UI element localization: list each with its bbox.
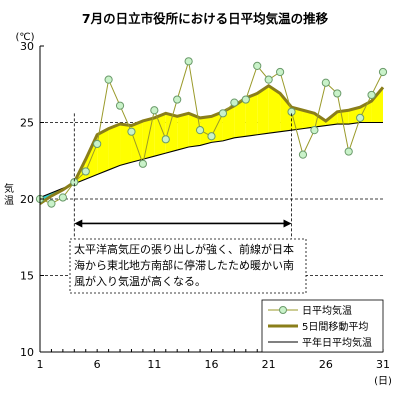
x-tick-label: 6 (94, 358, 101, 371)
warm-anomaly-fill (154, 113, 166, 157)
annotation: 太平洋高気圧の張り出しが強く、前線が日本海から東北地方南部に停滞したため暖かい南… (69, 113, 307, 294)
warm-anomaly-fill (97, 128, 109, 175)
warm-anomaly-fill (108, 124, 121, 170)
daily-point (115, 101, 125, 110)
daily-point (253, 61, 262, 70)
warm-anomaly-fill (371, 87, 383, 123)
warm-anomaly-fill (165, 113, 178, 154)
daily-point (207, 132, 216, 141)
daily-point (344, 147, 353, 156)
warm-anomaly-fill (131, 120, 143, 163)
daily-point (230, 98, 239, 107)
daily-point (367, 90, 376, 100)
annotation-arrowhead-left (74, 219, 83, 228)
daily-point (218, 109, 228, 118)
normal-temperature-series (39, 121, 383, 198)
annotation-text-line: 風が入り気温が高くなる。 (74, 274, 206, 288)
y-tick-label: 15 (20, 270, 34, 283)
chart-title: 7月の日立市役所における日平均気温の推移 (82, 11, 329, 26)
legend-label: 5日間移動平均 (302, 320, 368, 333)
moving-average-series (39, 83, 385, 205)
daily-point (81, 167, 90, 176)
daily-point (138, 159, 147, 168)
warm-anomaly-fill (188, 113, 201, 147)
warm-anomaly-fill (280, 93, 292, 132)
daily-point (276, 67, 285, 77)
annotation-box (69, 238, 307, 294)
daily-temperature-series (35, 57, 388, 208)
daily-point (298, 150, 308, 159)
annotation-text-line: 太平洋高気圧の張り出しが強く、前線が日本 (74, 242, 294, 256)
daily-point (333, 89, 342, 98)
y-axis-label: 気温 (4, 182, 14, 207)
legend-daily-marker (279, 306, 287, 314)
daily-point (93, 139, 102, 149)
moving-average-line (39, 83, 385, 205)
legend-label: 日平均気温 (302, 304, 352, 317)
daily-point (310, 126, 319, 135)
legend-label: 平年日平均気温 (302, 336, 372, 349)
daily-point (127, 127, 136, 136)
y-tick-label: 20 (20, 193, 34, 206)
warm-anomaly-fill (302, 110, 315, 129)
y-unit-label: (℃) (15, 32, 34, 43)
x-tick-label: 21 (262, 358, 276, 371)
daily-point (356, 113, 365, 123)
warm-anomaly-fill (337, 110, 349, 125)
warm-anomaly-fill (234, 98, 246, 138)
x-tick-label: 31 (376, 358, 390, 371)
x-tick-label: 16 (205, 358, 219, 371)
y-axis-label-char: 温 (4, 195, 14, 207)
daily-point (321, 78, 330, 87)
warm-anomaly-fill (257, 85, 269, 135)
daily-point (264, 75, 273, 84)
warm-anomaly-fill (177, 113, 189, 151)
annotation-arrowhead-right (283, 219, 292, 228)
x-unit-label: (日) (374, 376, 392, 387)
warm-anomaly-fill (245, 93, 258, 137)
daily-point (378, 67, 388, 77)
y-axis-label-char: 気 (4, 182, 14, 195)
x-tick-label: 26 (319, 358, 333, 371)
daily-point (58, 193, 67, 202)
daily-point (195, 126, 205, 135)
x-tick-label: 11 (147, 358, 161, 371)
daily-point (150, 106, 159, 115)
daily-point (173, 95, 182, 104)
y-tick-label: 30 (20, 40, 34, 53)
y-tick-label: 10 (20, 346, 34, 359)
daily-point (241, 95, 250, 104)
normal-line (39, 121, 383, 198)
warm-anomaly-fill (268, 85, 281, 134)
daily-point (161, 135, 170, 144)
annotation-text-line: 海から東北地方南部に停滞したため暖かい南 (74, 258, 294, 272)
daily-point (104, 75, 113, 84)
daily-point (184, 57, 193, 66)
x-tick-label: 1 (37, 358, 44, 371)
daily-point (47, 199, 56, 208)
y-tick-label: 25 (20, 117, 34, 130)
